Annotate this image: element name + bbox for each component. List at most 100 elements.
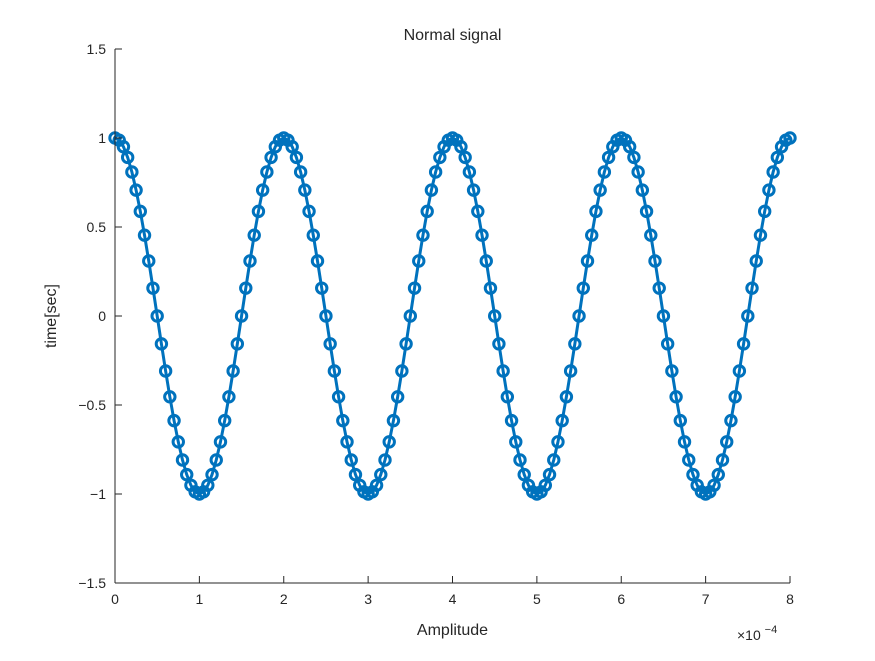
data-point [251, 204, 266, 219]
data-point [677, 435, 692, 449]
data-point [395, 364, 409, 378]
data-point [230, 337, 245, 351]
data-point [201, 478, 215, 492]
data-point [298, 183, 312, 197]
data-point [150, 309, 164, 323]
data-point [652, 281, 666, 295]
data-point [660, 337, 675, 351]
data-point [770, 150, 785, 165]
data-point [542, 467, 557, 482]
data-point [374, 467, 388, 482]
data-point [509, 435, 523, 449]
data-point [302, 204, 316, 219]
data-point [247, 228, 261, 242]
y-tick-label: 1 [98, 130, 106, 146]
data-point [412, 254, 426, 268]
data-point [563, 364, 578, 378]
data-point [213, 435, 228, 449]
data-point [462, 165, 477, 179]
data-point [627, 150, 641, 165]
data-point [513, 453, 527, 467]
data-point [158, 364, 173, 378]
data-point [175, 453, 190, 467]
data-point [576, 281, 590, 295]
data-point [483, 281, 498, 295]
y-tick-label: −0.5 [78, 397, 106, 413]
data-point [749, 254, 763, 268]
y-tick-label: 0.5 [87, 219, 107, 235]
series-layer [108, 131, 797, 501]
data-point [496, 364, 510, 378]
data-point [559, 390, 574, 404]
data-point [555, 413, 569, 428]
data-point [551, 435, 565, 449]
x-exponent-power: −4 [765, 624, 778, 636]
data-point [163, 390, 177, 404]
data-point [475, 228, 489, 242]
data-point [665, 364, 679, 378]
data-point [487, 309, 502, 323]
data-point [209, 453, 223, 467]
data-point [289, 150, 304, 165]
data-point [386, 413, 401, 428]
data-point [315, 281, 329, 295]
y-tick-label: 1.5 [87, 41, 107, 57]
data-point [715, 453, 730, 467]
data-point [340, 435, 354, 449]
data-point [120, 150, 135, 165]
data-point [154, 337, 169, 351]
data-point [500, 390, 515, 404]
data-point [129, 183, 143, 197]
data-point [644, 228, 658, 242]
x-axis-title: Amplitude [417, 622, 488, 639]
data-point [433, 150, 447, 165]
data-point [205, 467, 219, 482]
data-point [589, 204, 603, 219]
data-point [757, 204, 772, 219]
data-point [745, 281, 759, 295]
y-tick-label: −1.5 [78, 575, 106, 591]
data-point [348, 467, 363, 482]
data-point [319, 309, 333, 323]
data-point [310, 254, 325, 268]
data-point [260, 165, 274, 179]
data-point [331, 390, 346, 404]
data-point [133, 204, 148, 219]
chart-title: Normal signal [404, 27, 502, 44]
data-point [420, 204, 434, 219]
data-point [285, 140, 299, 154]
data-point [416, 228, 430, 242]
data-point [323, 337, 337, 351]
data-point [669, 390, 683, 404]
data-point [711, 467, 725, 482]
data-point [293, 165, 308, 179]
x-tick-label: 1 [195, 591, 203, 607]
data-point [306, 228, 320, 242]
data-point [783, 131, 797, 145]
data-point [234, 309, 249, 323]
data-point [622, 140, 637, 154]
data-point [741, 309, 755, 323]
y-axis-title: time[sec] [43, 284, 60, 348]
data-point [686, 467, 700, 482]
data-point [167, 413, 181, 428]
data-point [424, 183, 439, 197]
data-point [728, 390, 742, 404]
data-point [146, 281, 160, 295]
data-point [762, 183, 776, 197]
x-exponent-base: ×10 [737, 627, 761, 643]
data-point [593, 183, 607, 197]
data-point [635, 183, 650, 197]
data-point [707, 478, 721, 492]
data-point [656, 309, 671, 323]
data-point [736, 337, 751, 351]
data-point [243, 254, 257, 268]
data-point [597, 165, 612, 179]
axes-layer [114, 49, 790, 584]
x-tick-label: 2 [280, 591, 288, 607]
data-point [407, 281, 422, 295]
data-point [399, 337, 413, 351]
data-point [344, 453, 358, 467]
